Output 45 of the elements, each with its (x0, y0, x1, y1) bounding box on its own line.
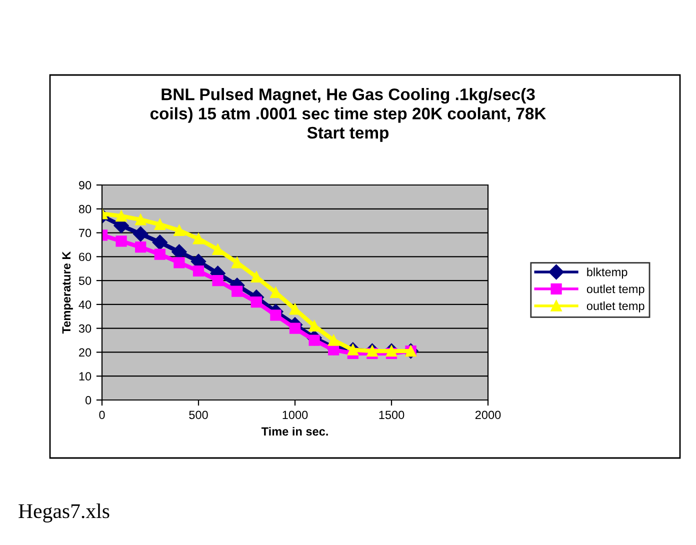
legend-label: blktemp (587, 268, 628, 279)
point (250, 296, 262, 308)
y-tick-label: 30 (78, 324, 92, 333)
point (116, 236, 127, 247)
point (116, 210, 127, 222)
y-tick-label: 60 (79, 252, 92, 262)
text: Hegas7.xls (18, 504, 110, 522)
point (133, 226, 148, 242)
point (174, 257, 185, 268)
point (232, 286, 243, 297)
point (270, 310, 282, 321)
x-tick-label: 0 (99, 410, 105, 420)
y-tick-label: 50 (78, 276, 92, 285)
point (135, 214, 146, 226)
y-tick-label: 10 (79, 372, 92, 381)
point (232, 257, 243, 268)
x-axis-title: Time in sec. (261, 426, 328, 436)
point (212, 244, 224, 256)
x-tick-label: 500 (189, 410, 208, 420)
point (135, 242, 146, 253)
point (328, 334, 340, 346)
point (172, 244, 187, 260)
legend-label: outlet temp (586, 284, 644, 296)
x-tick-label: 1500 (379, 410, 404, 420)
point (152, 234, 168, 250)
x-tick-label: 2000 (475, 410, 501, 420)
point (174, 224, 185, 236)
y-tick-label: 70 (79, 228, 92, 238)
y-tick-label: 20 (79, 348, 92, 357)
point (366, 345, 378, 357)
chart-title: BNL Pulsed Magnet, He Gas Cooling .1kg/sec(3 coils) 15 atm .0001 sec time step 20K coolant, 78K Start temp (150, 88, 546, 142)
point (212, 275, 224, 286)
y-axis-title: Temperature K (62, 251, 73, 334)
x-tick-label: 1000 (282, 410, 308, 420)
y-tick-label: 0 (85, 396, 92, 404)
y-tick-label: 40 (78, 300, 92, 309)
point (154, 248, 166, 260)
y-tick-label: 90 (79, 181, 92, 190)
point (289, 322, 301, 334)
point (192, 265, 204, 277)
point (192, 233, 204, 244)
y-tick-label: 80 (78, 204, 92, 214)
legend-label: outlet temp (586, 301, 644, 312)
point (154, 218, 166, 230)
point (308, 320, 320, 332)
